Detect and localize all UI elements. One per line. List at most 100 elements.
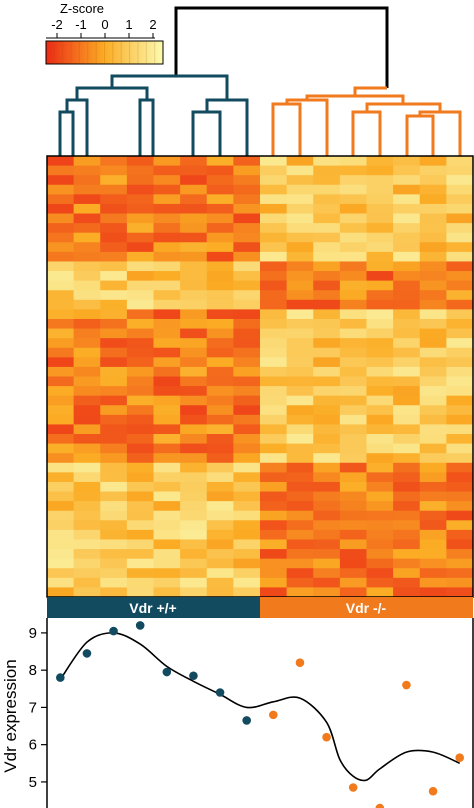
heatmap-cell <box>233 357 261 368</box>
heatmap-cell <box>366 251 394 262</box>
heatmap-cell <box>260 395 288 406</box>
heatmap-cell <box>286 357 314 368</box>
heatmap-cell <box>446 261 474 272</box>
heatmap-cell <box>180 386 208 397</box>
heatmap-cell <box>419 491 447 502</box>
heatmap-cell <box>73 443 101 454</box>
heatmap-cell <box>286 434 314 445</box>
heatmap-cell <box>47 357 75 368</box>
heatmap-cell <box>233 376 261 387</box>
heatmap-cell <box>153 366 181 377</box>
y-tick-label: 5 <box>29 774 37 791</box>
color-key-title: Z-score <box>60 1 104 16</box>
heatmap-cell <box>446 156 474 166</box>
heatmap-cell <box>126 251 154 262</box>
heatmap-cell <box>260 568 288 579</box>
heatmap-cell <box>153 376 181 387</box>
heatmap-cell <box>153 520 181 531</box>
heatmap-cell <box>286 558 314 569</box>
heatmap-cell <box>260 472 288 483</box>
heatmap-cell <box>180 376 208 387</box>
heatmap-cell <box>180 261 208 272</box>
heatmap-cell <box>419 251 447 262</box>
heatmap-cell <box>393 549 421 560</box>
heatmap-cell <box>47 328 75 339</box>
heatmap-cell <box>126 405 154 416</box>
heatmap-cell <box>339 577 367 588</box>
heatmap-cell <box>393 481 421 492</box>
heatmap-cell <box>419 549 447 560</box>
dendrogram-branch <box>58 110 75 156</box>
heatmap-cell <box>339 156 367 166</box>
heatmap-cell <box>206 271 234 282</box>
heatmap-cell <box>339 309 367 320</box>
heatmap-cell <box>73 587 101 598</box>
heatmap-cell <box>286 491 314 502</box>
heatmap-cell <box>206 472 234 483</box>
scatter-point <box>215 688 225 697</box>
heatmap-cell <box>206 539 234 550</box>
heatmap-cell <box>313 587 341 598</box>
heatmap-cell <box>47 347 75 358</box>
heatmap-cell <box>47 194 75 205</box>
heatmap-cell <box>339 434 367 445</box>
heatmap-cell <box>260 290 288 301</box>
heatmap-cell <box>260 520 288 531</box>
heatmap-cell <box>419 386 447 397</box>
heatmap-cell <box>339 386 367 397</box>
heatmap-cell <box>366 568 394 579</box>
heatmap-cell <box>313 510 341 521</box>
heatmap-cell <box>100 587 128 598</box>
heatmap-cell <box>286 251 314 262</box>
heatmap-cell <box>366 213 394 224</box>
heatmap-cell <box>180 568 208 579</box>
heatmap-cell <box>47 510 75 521</box>
heatmap-cell <box>206 242 234 253</box>
heatmap-cell <box>286 232 314 243</box>
heatmap-cell <box>153 242 181 253</box>
heatmap-cell <box>126 271 154 282</box>
heatmap-cell <box>313 251 341 262</box>
dendrogram-branch <box>285 98 329 156</box>
heatmap-cell <box>73 539 101 550</box>
heatmap-cell <box>286 577 314 588</box>
heatmap-cell <box>233 184 261 195</box>
y-tick-label: 7 <box>29 699 37 716</box>
heatmap-cell <box>233 549 261 560</box>
heatmap-cell <box>126 549 154 560</box>
heatmap-cell <box>100 405 128 416</box>
group-label-wt: Vdr +/+ <box>129 600 176 616</box>
color-key-ticks: -2 -1 0 1 2 <box>51 17 157 38</box>
heatmap-cell <box>286 405 314 416</box>
heatmap-cell <box>100 472 128 483</box>
heatmap-cell <box>100 251 128 262</box>
heatmap-cell <box>180 242 208 253</box>
heatmap-cell <box>286 213 314 224</box>
heatmap-cell <box>260 232 288 243</box>
heatmap-cell <box>73 251 101 262</box>
heatmap-cell <box>339 328 367 339</box>
heatmap-cell <box>286 510 314 521</box>
heatmap-cell <box>313 261 341 272</box>
group-bar: Vdr +/+ Vdr -/- <box>47 597 473 618</box>
heatmap-cell <box>206 347 234 358</box>
heatmap-cell <box>47 280 75 291</box>
heatmap-cell <box>47 472 75 483</box>
heatmap-cell <box>260 165 288 176</box>
color-key-tick-label: 0 <box>101 17 108 32</box>
heatmap-cell <box>419 338 447 349</box>
heatmap-cell <box>153 318 181 329</box>
heatmap-cell <box>126 290 154 301</box>
heatmap-cell <box>126 481 154 492</box>
heatmap-cell <box>286 280 314 291</box>
heatmap-cell <box>126 299 154 310</box>
heatmap-cell <box>180 338 208 349</box>
heatmap-cell <box>153 347 181 358</box>
heatmap-cell <box>339 405 367 416</box>
heatmap-cell <box>419 290 447 301</box>
heatmap-cell <box>366 232 394 243</box>
heatmap-cell <box>366 577 394 588</box>
heatmap-cell <box>47 223 75 234</box>
heatmap-cell <box>366 223 394 234</box>
heatmap-cell <box>180 318 208 329</box>
